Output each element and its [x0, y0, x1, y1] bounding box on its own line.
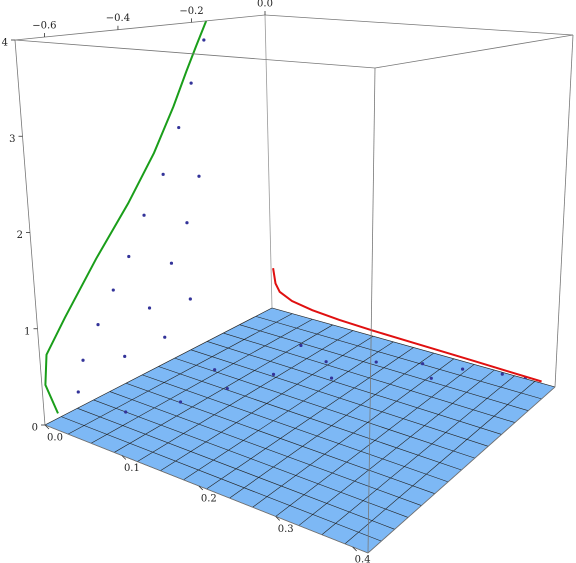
data-point: [500, 372, 504, 376]
z-tick-label: 1: [24, 326, 30, 337]
y-tick-label: −0.6: [32, 21, 56, 32]
plane-grid: [344, 381, 535, 545]
plane-grid: [298, 369, 495, 526]
x-tick: [121, 455, 127, 460]
x-tick: [198, 485, 204, 491]
plane-grid: [271, 307, 556, 388]
floor-plane: [45, 308, 555, 553]
y-tick-label: −0.2: [179, 6, 203, 17]
data-point: [81, 358, 85, 362]
x-tick-label: 0.4: [355, 554, 371, 563]
plane-grid: [252, 358, 455, 508]
plane-grid: [223, 332, 516, 423]
box-edge: [264, 14, 273, 309]
data-point: [178, 400, 183, 404]
x-tick-label: 0.1: [124, 463, 140, 474]
box-edge: [374, 34, 574, 69]
data-point: [460, 367, 465, 371]
curve: [272, 268, 542, 383]
box-edge: [264, 14, 574, 36]
data-point: [197, 174, 201, 178]
x-tick-label: 0.2: [201, 493, 217, 504]
box-edge: [367, 386, 556, 554]
data-point: [142, 213, 146, 217]
data-point: [299, 343, 303, 348]
curve: [44, 20, 208, 414]
data-point: [202, 38, 206, 42]
x-tick-label: 0.0: [47, 433, 63, 444]
plane-grid: [158, 366, 462, 471]
plane-grid: [174, 357, 475, 459]
box-edge: [554, 34, 574, 388]
z-tick-label: 0: [32, 423, 38, 434]
x-tick: [275, 516, 280, 521]
data-point: [147, 306, 152, 310]
data-point: [127, 254, 131, 259]
box-edge: [367, 67, 376, 554]
plane-grid: [190, 349, 489, 447]
data-point: [177, 125, 181, 130]
data-point: [96, 323, 100, 327]
z-tick-label: 2: [17, 230, 23, 241]
data-point: [374, 360, 378, 364]
x-tick-label: 0.3: [278, 524, 294, 535]
data-point: [185, 221, 189, 225]
data-point: [76, 390, 80, 394]
plane-grid: [275, 364, 475, 517]
data-point: [169, 261, 174, 265]
data-point: [271, 372, 276, 376]
z-tick-label: 4: [2, 38, 8, 49]
data-point: [225, 386, 229, 391]
data-point: [421, 362, 425, 366]
y-tick-label: −0.4: [106, 13, 130, 24]
data-point: [161, 172, 165, 176]
plane-grid: [207, 341, 502, 435]
y-tick-label: 0.0: [257, 0, 273, 10]
box-edge: [14, 14, 266, 41]
data-point: [163, 335, 167, 339]
data-point: [429, 376, 433, 380]
plane-grid: [239, 324, 529, 412]
data-point: [189, 81, 193, 85]
x-tick: [44, 424, 50, 430]
plane-grid: [321, 375, 515, 535]
data-point: [329, 376, 334, 380]
data-point: [111, 288, 115, 292]
plane-grid: [255, 316, 542, 400]
box-edge: [14, 39, 376, 69]
data-point: [188, 297, 192, 301]
data-point: [324, 360, 328, 364]
data-point: [123, 354, 127, 358]
data-point: [213, 368, 217, 372]
z-tick-label: 3: [9, 134, 15, 145]
x-tick: [352, 546, 357, 552]
plane-grid: [229, 352, 434, 499]
data-point: [124, 410, 128, 414]
box-edge: [44, 424, 369, 554]
